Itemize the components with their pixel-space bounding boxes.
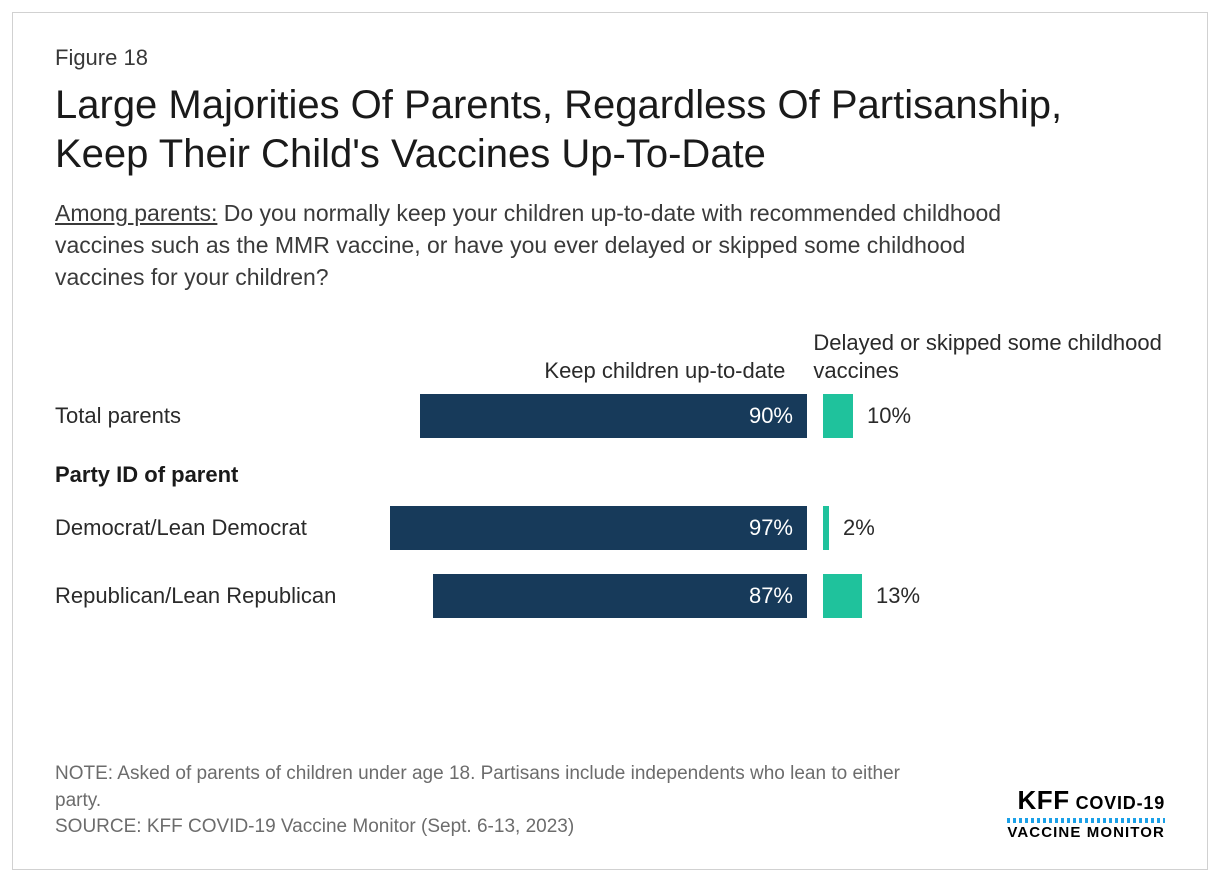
- bar-group: 97% 2%: [377, 506, 875, 550]
- source-text: SOURCE: KFF COVID-19 Vaccine Monitor (Se…: [55, 814, 935, 841]
- legend-row: Keep children up-to-date Delayed or skip…: [55, 329, 1165, 384]
- bar-left-track: 97%: [377, 506, 807, 550]
- chart-title: Large Majorities Of Parents, Regardless …: [55, 81, 1075, 179]
- chart-row: Total parents 90% 10%: [55, 390, 1165, 442]
- figure-card: Figure 18 Large Majorities Of Parents, R…: [12, 12, 1208, 870]
- bar-chart: Keep children up-to-date Delayed or skip…: [55, 329, 1165, 622]
- bar-series-1: 90%: [420, 394, 807, 438]
- chart-row: Democrat/Lean Democrat 97% 2%: [55, 502, 1165, 554]
- kff-logo: KFF COVID-19 VACCINE MONITOR: [1007, 785, 1165, 841]
- legend-series-1: Keep children up-to-date: [377, 358, 797, 384]
- note-text: NOTE: Asked of parents of children under…: [55, 761, 935, 814]
- subtitle-lead: Among parents:: [55, 200, 217, 226]
- bar-series-2: [823, 574, 862, 618]
- bar-series-2-value: 10%: [867, 403, 911, 429]
- row-label: Total parents: [55, 403, 377, 429]
- figure-number: Figure 18: [55, 45, 1165, 71]
- row-label: Republican/Lean Republican: [55, 583, 377, 609]
- figure-footer: NOTE: Asked of parents of children under…: [55, 761, 1165, 841]
- bar-left-track: 90%: [377, 394, 807, 438]
- legend-series-2: Delayed or skipped some childhood vaccin…: [813, 329, 1165, 384]
- chart-rows: Total parents 90% 10% Party ID of parent Dem…: [55, 390, 1165, 622]
- logo-wave-icon: [1007, 818, 1165, 823]
- bar-series-2-value: 2%: [843, 515, 875, 541]
- chart-subtitle: Among parents: Do you normally keep your…: [55, 197, 1035, 294]
- group-header: Party ID of parent: [55, 462, 1165, 488]
- bar-left-track: 87%: [377, 574, 807, 618]
- row-label: Democrat/Lean Democrat: [55, 515, 377, 541]
- logo-line2: VACCINE MONITOR: [1007, 824, 1165, 841]
- footer-notes: NOTE: Asked of parents of children under…: [55, 761, 935, 841]
- bar-series-1: 87%: [433, 574, 807, 618]
- bar-series-1: 97%: [390, 506, 807, 550]
- bar-group: 87% 13%: [377, 574, 920, 618]
- bar-series-2-value: 13%: [876, 583, 920, 609]
- bar-series-1-value: 87%: [749, 583, 793, 609]
- bar-series-2: [823, 506, 829, 550]
- bar-series-1-value: 90%: [749, 403, 793, 429]
- bar-group: 90% 10%: [377, 394, 911, 438]
- logo-line1: KFF COVID-19: [1007, 785, 1165, 816]
- bar-series-2: [823, 394, 853, 438]
- bar-series-1-value: 97%: [749, 515, 793, 541]
- logo-brand: KFF: [1018, 785, 1070, 815]
- chart-row: Republican/Lean Republican 87% 13%: [55, 570, 1165, 622]
- logo-suffix: COVID-19: [1076, 793, 1165, 813]
